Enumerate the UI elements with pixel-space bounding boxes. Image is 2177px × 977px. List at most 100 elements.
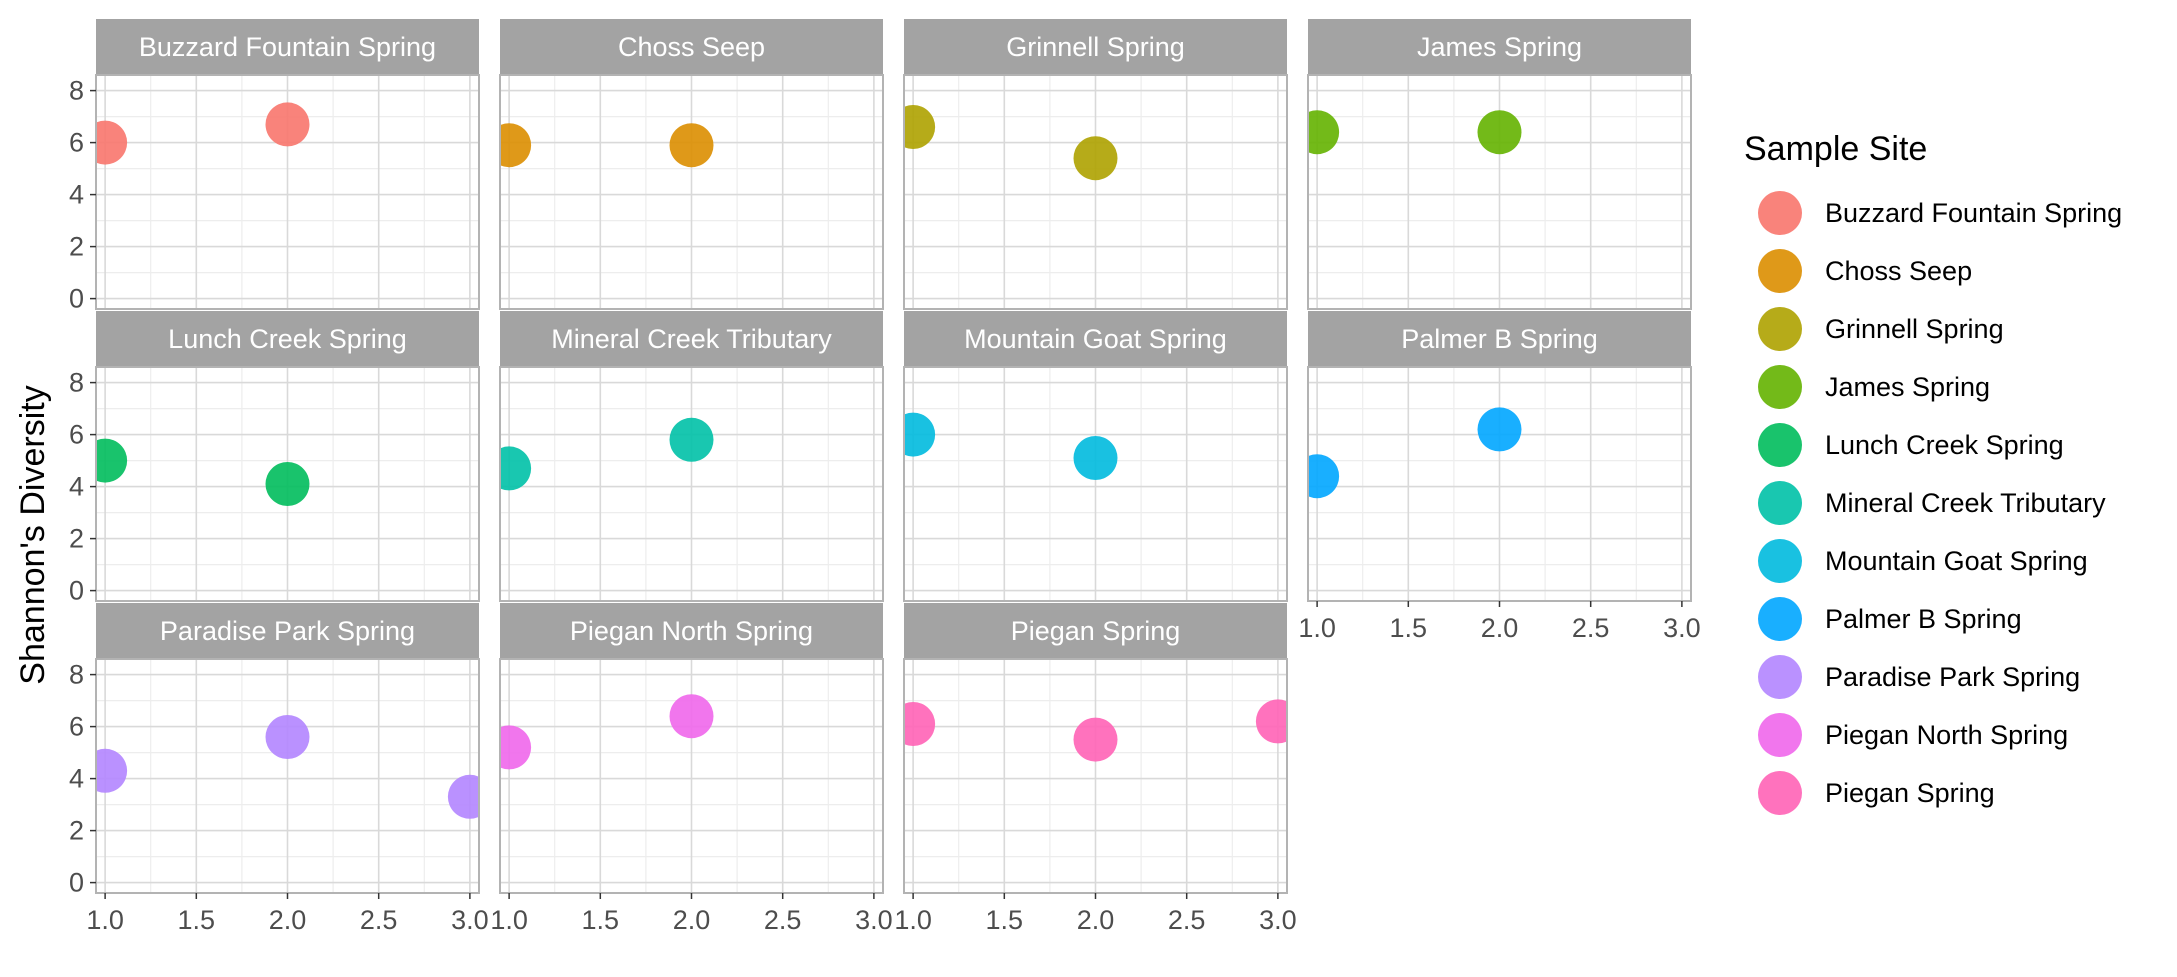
facet-strip-label: James Spring bbox=[1417, 32, 1582, 62]
legend-key bbox=[1758, 539, 1802, 583]
legend-key bbox=[1758, 713, 1802, 757]
legend-key bbox=[1758, 191, 1802, 235]
facet-choss-seep: Choss Seep bbox=[499, 19, 884, 310]
facet-strip bbox=[500, 603, 883, 659]
legend-item-buzzard-fountain-spring: Buzzard Fountain Spring bbox=[1758, 191, 2122, 235]
data-points bbox=[500, 123, 714, 168]
x-tick-label: 3.0 bbox=[1663, 613, 1701, 643]
legend-label: Buzzard Fountain Spring bbox=[1825, 198, 2122, 228]
y-tick-label: 8 bbox=[69, 368, 84, 398]
data-points bbox=[96, 438, 310, 506]
legend-label: Piegan Spring bbox=[1825, 778, 1995, 808]
y-tick-label: 2 bbox=[69, 232, 84, 262]
legend-label: Mineral Creek Tributary bbox=[1825, 488, 2106, 518]
facet-lunch-creek-spring: Lunch Creek Spring 0 2 4 6 8 bbox=[69, 311, 480, 606]
legend-key bbox=[1758, 249, 1802, 293]
data-point bbox=[669, 123, 714, 168]
legend-label: Piegan North Spring bbox=[1825, 720, 2068, 750]
facet-strip bbox=[1308, 311, 1691, 367]
legend-item-james-spring: James Spring bbox=[1758, 365, 1990, 409]
legend-item-piegan-spring: Piegan Spring bbox=[1758, 771, 1995, 815]
x-tick-label: 3.0 bbox=[855, 905, 893, 935]
facet-strip bbox=[1308, 19, 1691, 75]
y-tick-label: 6 bbox=[69, 712, 84, 742]
facet-palmer-b-spring: Palmer B Spring 1.0 1.5 2.0 2.5 3.0 bbox=[1298, 311, 1701, 643]
data-point bbox=[1477, 110, 1522, 155]
facet-strip bbox=[96, 311, 479, 367]
data-points bbox=[904, 699, 1287, 762]
panel-border bbox=[903, 366, 1288, 602]
legend-item-choss-seep: Choss Seep bbox=[1758, 249, 1972, 293]
x-tick-label: 2.0 bbox=[673, 905, 711, 935]
facet-strip bbox=[96, 603, 479, 659]
data-point bbox=[265, 462, 310, 506]
facet-buzzard-fountain-spring: Buzzard Fountain Spring 0 2 4 6 8 bbox=[69, 19, 480, 314]
legend: Sample Site Buzzard Fountain Spring Choss… bbox=[1744, 130, 2122, 815]
legend-key bbox=[1758, 771, 1802, 815]
data-point bbox=[1255, 699, 1287, 744]
y-tick-label: 4 bbox=[69, 764, 84, 794]
panel-border bbox=[1307, 74, 1692, 310]
data-point bbox=[1073, 136, 1118, 181]
panel-border bbox=[903, 74, 1288, 310]
data-point bbox=[1073, 717, 1118, 762]
panel-border bbox=[499, 366, 884, 602]
x-tick-label: 2.5 bbox=[360, 905, 398, 935]
legend-item-palmer-b-spring: Palmer B Spring bbox=[1758, 597, 2022, 641]
legend-label: Choss Seep bbox=[1825, 256, 1972, 286]
facet-piegan-spring: Piegan Spring 1.0 1.5 2.0 2.5 3.0 bbox=[894, 603, 1297, 935]
y-tick-label: 6 bbox=[69, 420, 84, 450]
data-point bbox=[904, 702, 936, 746]
legend-item-lunch-creek-spring: Lunch Creek Spring bbox=[1758, 423, 2064, 467]
facet-mineral-creek-tributary: Mineral Creek Tributary bbox=[499, 311, 884, 602]
x-tick-label: 2.5 bbox=[1168, 905, 1206, 935]
data-point bbox=[1308, 110, 1340, 155]
legend-key bbox=[1758, 307, 1802, 351]
data-points bbox=[500, 694, 714, 770]
x-tick-label: 1.0 bbox=[86, 905, 124, 935]
facet-strip bbox=[96, 19, 479, 75]
facet-strip-label: Mountain Goat Spring bbox=[964, 324, 1227, 354]
data-point bbox=[669, 417, 714, 462]
data-points bbox=[96, 715, 479, 819]
facet-strip-label: Buzzard Fountain Spring bbox=[139, 32, 436, 62]
x-tick-label: 1.5 bbox=[178, 905, 216, 935]
x-tick-label: 1.0 bbox=[490, 905, 528, 935]
x-tick-label: 1.5 bbox=[1390, 613, 1428, 643]
legend-label: Lunch Creek Spring bbox=[1825, 430, 2064, 460]
facet-strip-label: Grinnell Spring bbox=[1006, 32, 1185, 62]
legend-label: Mountain Goat Spring bbox=[1825, 546, 2088, 576]
x-tick-label: 2.5 bbox=[764, 905, 802, 935]
data-point bbox=[96, 438, 128, 483]
y-tick-label: 0 bbox=[69, 576, 84, 606]
x-tick-label: 2.5 bbox=[1572, 613, 1610, 643]
data-points bbox=[904, 412, 1118, 480]
legend-key bbox=[1758, 597, 1802, 641]
x-tick-label: 3.0 bbox=[451, 905, 489, 935]
facet-piegan-north-spring: Piegan North Spring 1.0 1.5 2.0 2.5 3.0 bbox=[490, 603, 893, 935]
x-tick-label: 1.0 bbox=[1298, 613, 1336, 643]
data-point bbox=[500, 123, 532, 168]
legend-label: Paradise Park Spring bbox=[1825, 662, 2080, 692]
data-points bbox=[1308, 110, 1522, 155]
data-point bbox=[96, 748, 128, 793]
x-tick-label: 3.0 bbox=[1259, 905, 1297, 935]
y-tick-label: 8 bbox=[69, 660, 84, 690]
data-point bbox=[265, 102, 310, 147]
facet-panels: Buzzard Fountain Spring 0 2 4 6 8 Choss Seep Gr… bbox=[69, 19, 1701, 935]
legend-key bbox=[1758, 481, 1802, 525]
panel-border bbox=[95, 366, 480, 602]
y-tick-label: 0 bbox=[69, 284, 84, 314]
data-point bbox=[904, 105, 936, 149]
legend-item-mineral-creek-tributary: Mineral Creek Tributary bbox=[1758, 481, 2106, 525]
y-tick-label: 4 bbox=[69, 472, 84, 502]
facet-strip bbox=[904, 603, 1287, 659]
y-tick-label: 2 bbox=[69, 524, 84, 554]
data-point bbox=[1073, 436, 1118, 480]
data-points bbox=[1308, 407, 1522, 499]
x-tick-label: 1.5 bbox=[582, 905, 620, 935]
facet-strip bbox=[500, 19, 883, 75]
legend-title: Sample Site bbox=[1744, 130, 1927, 168]
legend-item-paradise-park-spring: Paradise Park Spring bbox=[1758, 655, 2080, 699]
